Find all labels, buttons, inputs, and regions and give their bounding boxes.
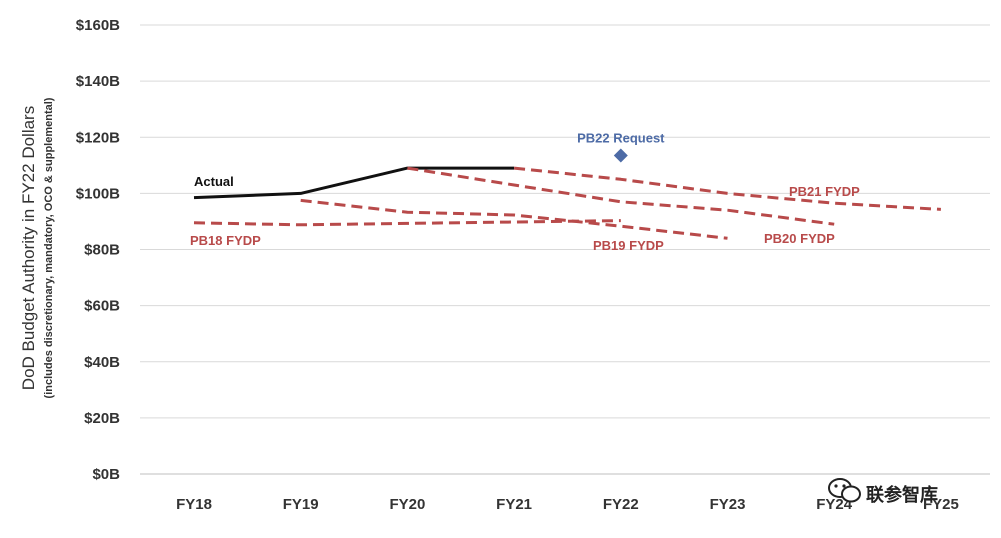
marker-pb22-request	[613, 148, 628, 163]
series-label-actual: Actual	[194, 174, 234, 189]
series-label-pb19-fydp: PB19 FYDP	[593, 238, 664, 253]
watermark: 联参智库	[828, 478, 938, 506]
y-axis-sublabel: (includes discretionary, mandatory, OCO …	[43, 97, 55, 398]
series-line-pb21-fydp	[513, 166, 941, 211]
y-tick-label: $140B	[76, 73, 120, 90]
watermark-text: 联参智库	[866, 484, 938, 506]
series-line-pb20-fydp	[407, 166, 835, 226]
y-tick-label: $160B	[76, 17, 120, 34]
y-tick-label: $120B	[76, 129, 120, 146]
x-tick-label: FY20	[389, 496, 425, 513]
x-tick-label: FY21	[496, 496, 532, 513]
series-line-actual	[193, 166, 515, 200]
marker-label-pb22-request: PB22 Request	[577, 130, 665, 145]
x-tick-label: FY25	[923, 496, 959, 513]
x-tick-label: FY19	[283, 496, 319, 513]
series-label-pb18-fydp: PB18 FYDP	[190, 233, 261, 248]
y-axis-label: DoD Budget Authority in FY22 Dollars	[19, 106, 38, 390]
grid-layer	[140, 24, 990, 475]
series-line-pb19-fydp	[300, 198, 728, 240]
y-tick-label: $80B	[84, 242, 120, 259]
series-line-pb18-fydp	[193, 219, 621, 227]
y-tick-label: $0B	[92, 466, 120, 483]
axis-layer: $0B $20B $40B $60B $80B $100B $120B $140B $160B F…	[76, 17, 959, 513]
series-label-pb20-fydp: PB20 FYDP	[764, 231, 835, 246]
series-label-pb21-fydp: PB21 FYDP	[789, 184, 860, 199]
y-tick-label: $40B	[84, 354, 120, 371]
label-layer: Actual PB18 FYDP PB19 FYDP PB20 FYDP PB21 FY…	[190, 130, 860, 253]
x-tick-label: FY24	[816, 496, 853, 513]
x-tick-label: FY23	[710, 496, 746, 513]
x-tick-label: FY18	[176, 496, 212, 513]
y-axis-label-group: DoD Budget Authority in FY22 Dollars (in…	[19, 97, 55, 398]
y-tick-label: $60B	[84, 298, 120, 315]
wechat-icon	[828, 478, 861, 503]
series-layer	[193, 148, 941, 240]
x-tick-label: FY22	[603, 496, 639, 513]
y-tick-label: $20B	[84, 410, 120, 427]
y-tick-label: $100B	[76, 185, 120, 202]
